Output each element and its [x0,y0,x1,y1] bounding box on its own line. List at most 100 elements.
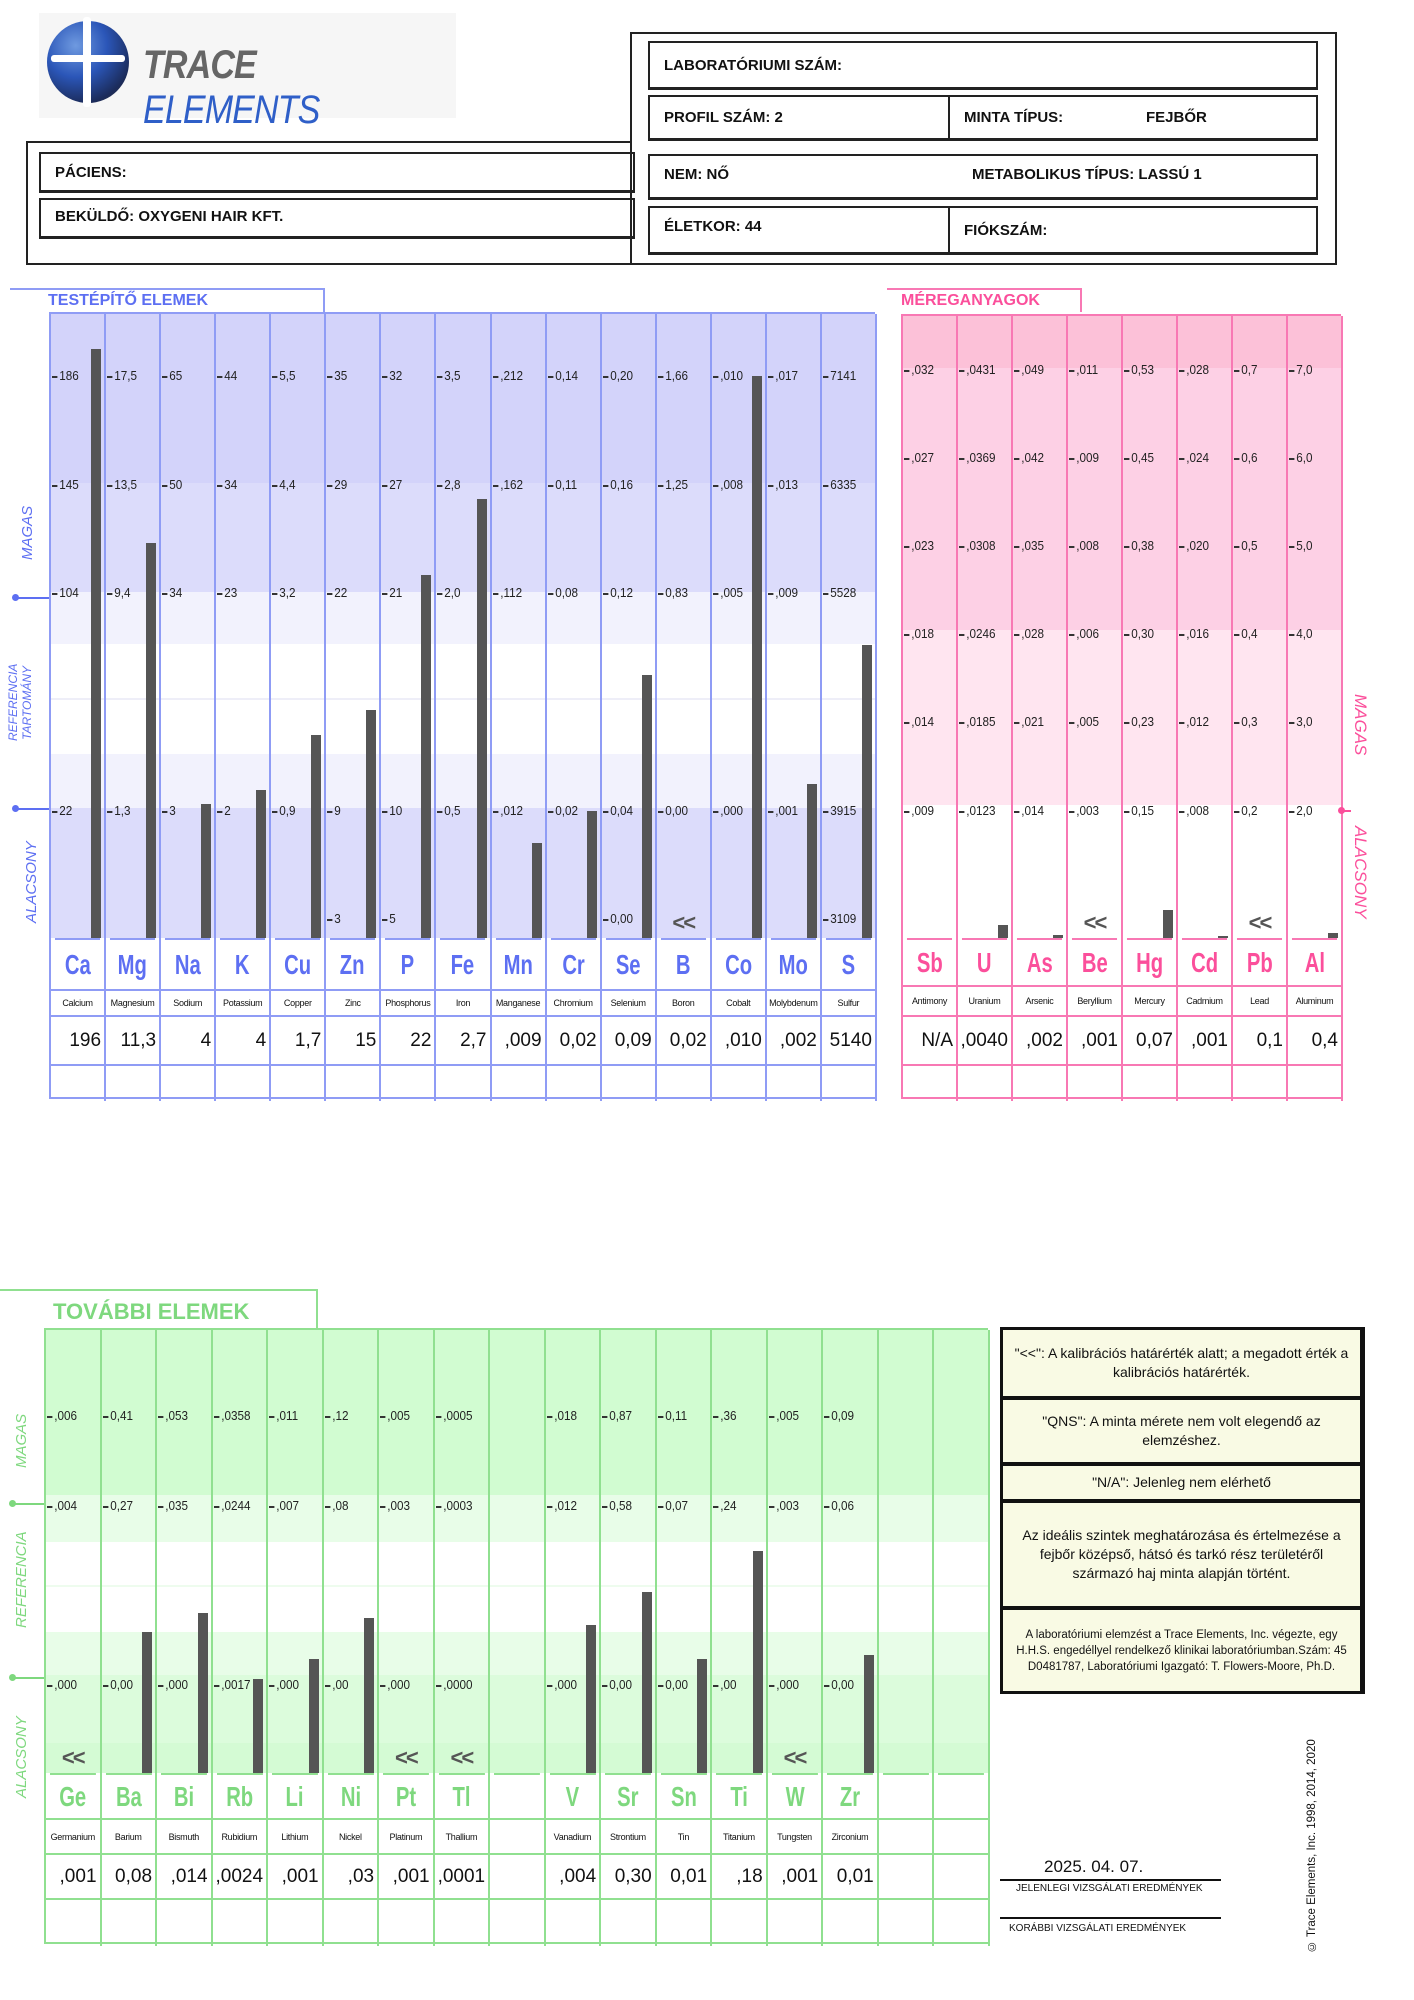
element-name-text: Uranium [968,996,1001,1006]
element-name: Chromium [546,989,600,1015]
tick-label: ,0358 [214,1409,250,1423]
result-bar-s [861,645,872,938]
tick-label: 0,04 [603,804,633,818]
element-name: Cadmium [1178,985,1231,1015]
tick-label: ,0123 [959,804,995,818]
element-name-text: Molybdenum [769,998,818,1008]
element-symbol: Zn [330,938,376,989]
ref-line-1: REFERENCIA [6,663,20,742]
tick-label: 0,30 [1124,627,1154,641]
tick-label: ,112 [493,586,522,600]
current-result-value-text: 0,02 [559,1029,597,1051]
tick-label: ,008 [1069,539,1099,553]
previous-result-value [601,1064,655,1101]
tick-label: 22 [327,586,348,600]
current-result-value: 4 [216,1015,270,1064]
tick-label: 27 [382,478,403,492]
tick-label: ,003 [769,1499,799,1513]
profile-number-field: PROFIL SZÁM: 2 [648,95,950,141]
current-result-value: ,0024 [212,1853,267,1898]
result-bar-se [641,674,652,938]
tick-label: 0,00 [658,804,688,818]
element-symbol: Ni [327,1773,374,1818]
tick-label: ,003 [1069,804,1099,818]
tick-label: 0,00 [603,912,633,926]
current-result-value-text: 1,7 [294,1029,322,1051]
tick-label: 22 [52,804,72,818]
element-name: Copper [271,989,325,1015]
toxic-side-low-label: ALACSONY [1351,826,1370,919]
tick-label: ,010 [713,369,743,383]
result-bar-as [1053,935,1063,938]
previous-result-value [1013,1064,1066,1101]
current-result-value: ,002 [1013,1015,1066,1064]
element-name-text: Copper [283,998,312,1008]
element-name: Nickel [323,1818,378,1853]
element-name: Arsenic [1013,985,1066,1015]
tick-label: 2,8 [437,478,461,492]
toxic-elements-section: ,009,014,018,023,027,032 Sb Antimony N/A ,01… [901,314,1343,1101]
element-name: Phosphorus [381,989,435,1015]
element-name: Molybdenum [766,989,820,1015]
element-symbol-text: Sb [916,946,943,978]
tick-label: 0,6 [1234,451,1257,465]
tick-label: 65 [162,369,182,383]
element-symbol-text: Be [1081,946,1108,978]
tick-label: ,0244 [214,1499,250,1513]
element-symbol: Bi [161,1773,207,1818]
tick-label: 4,0 [1289,627,1312,641]
element-name: Antimony [903,985,956,1015]
additional-side-ref-label: REFERENCIA [13,1531,30,1629]
element-symbol: Zr [827,1773,873,1818]
tick-label: 17,5 [107,369,137,383]
tick-label: ,014 [904,715,934,729]
element-columns: 22 104 145 186 Ca Calcium 196 1,3 9,4 13,5 17,5 Mg M… [51,314,877,1101]
element-chart-cell: ,00 ,24 ,36 [712,1330,766,1773]
current-result-value-text: ,0001 [437,1865,486,1887]
result-bar-fe [476,498,487,938]
current-result-value-text: ,18 [736,1865,763,1887]
element-chart-cell [879,1330,933,1773]
current-result-value-text: ,002 [779,1029,817,1051]
tick-label: 0,00 [658,1678,688,1692]
previous-result-value [323,1898,378,1946]
element-symbol-text: Sn [670,1780,697,1812]
previous-result-value [106,1064,160,1101]
current-result-value: 1,7 [271,1015,325,1064]
tick-label: ,000 [158,1678,188,1692]
element-chart-cell: ,000 ,004 ,006 << [46,1330,100,1773]
element-symbol-text: Bi [173,1780,194,1812]
tick-label: ,0005 [436,1409,472,1423]
tick-label: 34 [217,478,237,492]
tick-label: 5 [382,912,397,926]
element-name: Magnesium [106,989,160,1015]
current-result-value [490,1853,544,1898]
tick-label: ,017 [768,369,798,383]
tick-label: ,011 [269,1409,298,1423]
element-column-u: ,0123 ,0185 ,0246 ,0308 ,0369 ,0431 U Uranium ,0… [958,316,1013,1101]
current-result-value: ,0040 [958,1015,1011,1064]
tick-label: 1,3 [107,804,130,818]
element-chart-cell: 0,00 0,83 1,25 1,66 << [657,314,710,938]
element-symbol-text: Co [724,948,752,980]
current-result-value-text: ,004 [559,1865,597,1887]
element-symbol-text: Ca [64,948,91,980]
tick-label: ,005 [1069,715,1099,729]
current-result-value-text: ,010 [724,1029,762,1051]
tick-label: 0,5 [437,804,461,818]
tick-label: 0,11 [548,478,577,492]
element-name-text: Platinum [389,1831,423,1842]
tick-label: ,013 [768,478,798,492]
logo-word-elements: ELEMENTS [143,88,320,132]
element-name-text: Sodium [173,998,203,1008]
previous-result-value [51,1064,105,1101]
current-result-value-text: ,014 [170,1865,208,1887]
tick-label: 0,00 [103,1678,133,1692]
range-band [51,314,875,483]
tick-label: ,000 [547,1678,577,1692]
result-bar-na [201,803,212,938]
tick-label: ,0431 [959,363,995,377]
tick-label: 4,4 [272,478,295,492]
element-chart-cell: ,009 ,014 ,018 ,023 ,027 ,032 [903,316,956,938]
tick-label: ,00 [325,1678,348,1692]
